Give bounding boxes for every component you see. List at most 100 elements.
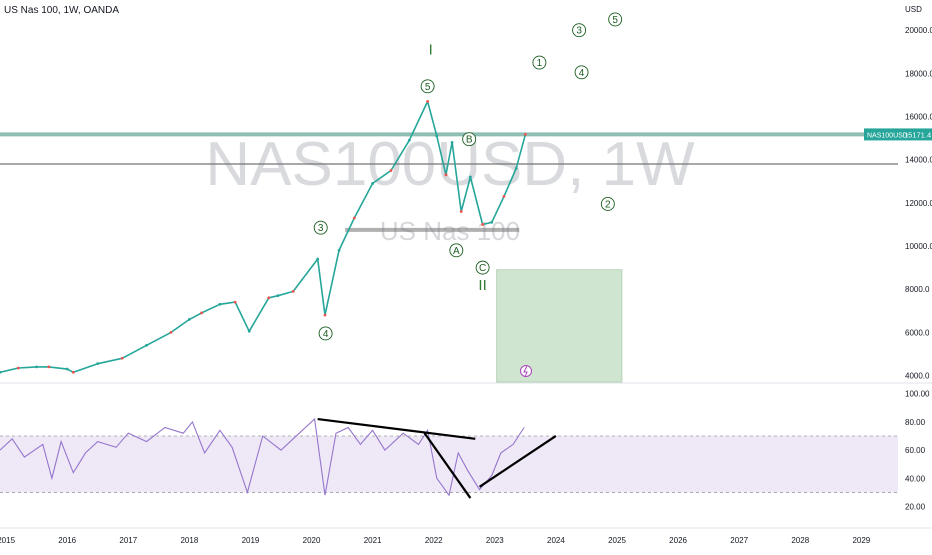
last-price-value: 15171.4 [904, 130, 931, 139]
price-axis-currency: USD [905, 5, 922, 14]
rsi-band [0, 435, 898, 493]
price-point [459, 210, 463, 213]
price-series-line[interactable] [0, 100, 527, 374]
price-point [291, 289, 295, 293]
rsi-series-line[interactable] [0, 417, 525, 497]
price-point [490, 220, 494, 224]
price-point [426, 100, 430, 103]
wave-label-circle [313, 220, 328, 235]
price-axis-tick-label: 18000.0 [905, 69, 932, 78]
price-axis-tick-label: 10000.0 [905, 242, 932, 251]
time-axis-tick-label: 2029 [852, 536, 870, 545]
wave-label: 2 [605, 199, 611, 210]
lightning-icon[interactable] [520, 365, 532, 377]
chart-title: US Nas 100, 1W, OANDA [4, 5, 120, 16]
wave-label: 5 [612, 15, 618, 26]
price-point [120, 356, 124, 360]
price-point [267, 296, 271, 300]
wave-label: B [466, 135, 473, 146]
price-point [389, 169, 393, 172]
price-point [16, 366, 20, 370]
time-axis-tick-label: 2020 [303, 536, 321, 545]
wave-label-circle [574, 65, 589, 80]
time-axis-tick-label: 2025 [608, 536, 626, 545]
price-axis-tick-label: 8000.0 [905, 285, 930, 294]
wave-label-circle [532, 55, 547, 70]
watermark-symbol: NAS100USD, 1W [205, 130, 695, 199]
rsi-trendline[interactable] [317, 417, 476, 440]
price-point [468, 175, 472, 179]
time-axis-tick-label: 2019 [242, 536, 260, 545]
price-point [187, 318, 191, 321]
price-point [145, 343, 149, 347]
price-point [502, 194, 506, 198]
price-axis-tick-label: 4000.0 [905, 372, 930, 381]
price-point [169, 330, 173, 334]
rsi-trendline[interactable] [423, 432, 472, 499]
wave-label-circle [600, 196, 615, 211]
wave-label-circle [572, 23, 587, 38]
time-axis-tick-label: 2026 [669, 536, 687, 545]
time-axis-tick-label: 2027 [730, 536, 748, 545]
price-point [371, 182, 375, 185]
rsi-axis-tick-label: 80.00 [905, 418, 926, 427]
rsi-axis-tick-label: 40.00 [905, 474, 926, 483]
time-axis-tick-label: 2023 [486, 536, 504, 545]
wave-label: C [479, 263, 486, 274]
price-point [523, 133, 527, 136]
time-axis-tick-label: 2022 [425, 536, 443, 545]
time-axis-tick-label: 2024 [547, 536, 565, 545]
price-point [337, 248, 341, 252]
price-axis-tick-label: 6000.0 [905, 328, 930, 337]
price-point [276, 294, 280, 298]
rsi-trendline[interactable] [478, 435, 557, 488]
time-axis-tick-label: 2017 [119, 536, 137, 545]
price-point [218, 302, 222, 306]
price-point [444, 173, 448, 177]
last-price-symbol: NAS100USD [867, 132, 908, 139]
wave-label: 3 [318, 223, 324, 234]
rsi-axis-tick-label: 60.00 [905, 446, 926, 455]
wave-label: 4 [579, 68, 585, 79]
price-point [65, 367, 69, 371]
wave-label-circle [475, 260, 490, 275]
time-axis-tick-label: 2021 [364, 536, 382, 545]
price-point [352, 216, 356, 220]
price-point [323, 313, 327, 317]
wave-label: 5 [425, 82, 431, 93]
price-point [0, 370, 2, 374]
wave-label-circle [462, 132, 477, 147]
price-point [514, 166, 518, 170]
price-point [47, 365, 51, 369]
wave-degree-label: I [429, 42, 433, 59]
last-price-badge[interactable] [864, 128, 932, 141]
wave-degree-label: II [478, 277, 486, 294]
price-point [96, 362, 100, 366]
rsi-axis-tick-label: 20.00 [905, 503, 926, 512]
wave-label: 3 [576, 26, 582, 37]
wave-label-circle [318, 326, 333, 341]
price-point [200, 311, 203, 315]
wave-label: A [453, 246, 460, 257]
time-axis-tick-label: 2028 [791, 536, 809, 545]
wave-label: 1 [537, 58, 543, 69]
price-point [450, 141, 454, 144]
price-point [435, 134, 439, 138]
price-point [35, 365, 39, 369]
price-point [233, 300, 237, 304]
time-axis-tick-label: 2018 [180, 536, 198, 545]
wave-label-circle [608, 12, 623, 27]
wave-label: 4 [323, 329, 329, 340]
price-axis-tick-label: 12000.0 [905, 199, 932, 208]
watermark-description: US Nas 100 [380, 216, 520, 246]
price-point [407, 138, 411, 142]
target-zone[interactable] [496, 269, 623, 383]
price-point [247, 329, 251, 333]
wave-label-circle [420, 79, 435, 94]
wave-label-circle [449, 243, 464, 258]
price-axis-tick-label: 16000.0 [905, 113, 932, 122]
rsi-axis-tick-label: 100.00 [905, 390, 930, 399]
price-point [316, 257, 320, 261]
